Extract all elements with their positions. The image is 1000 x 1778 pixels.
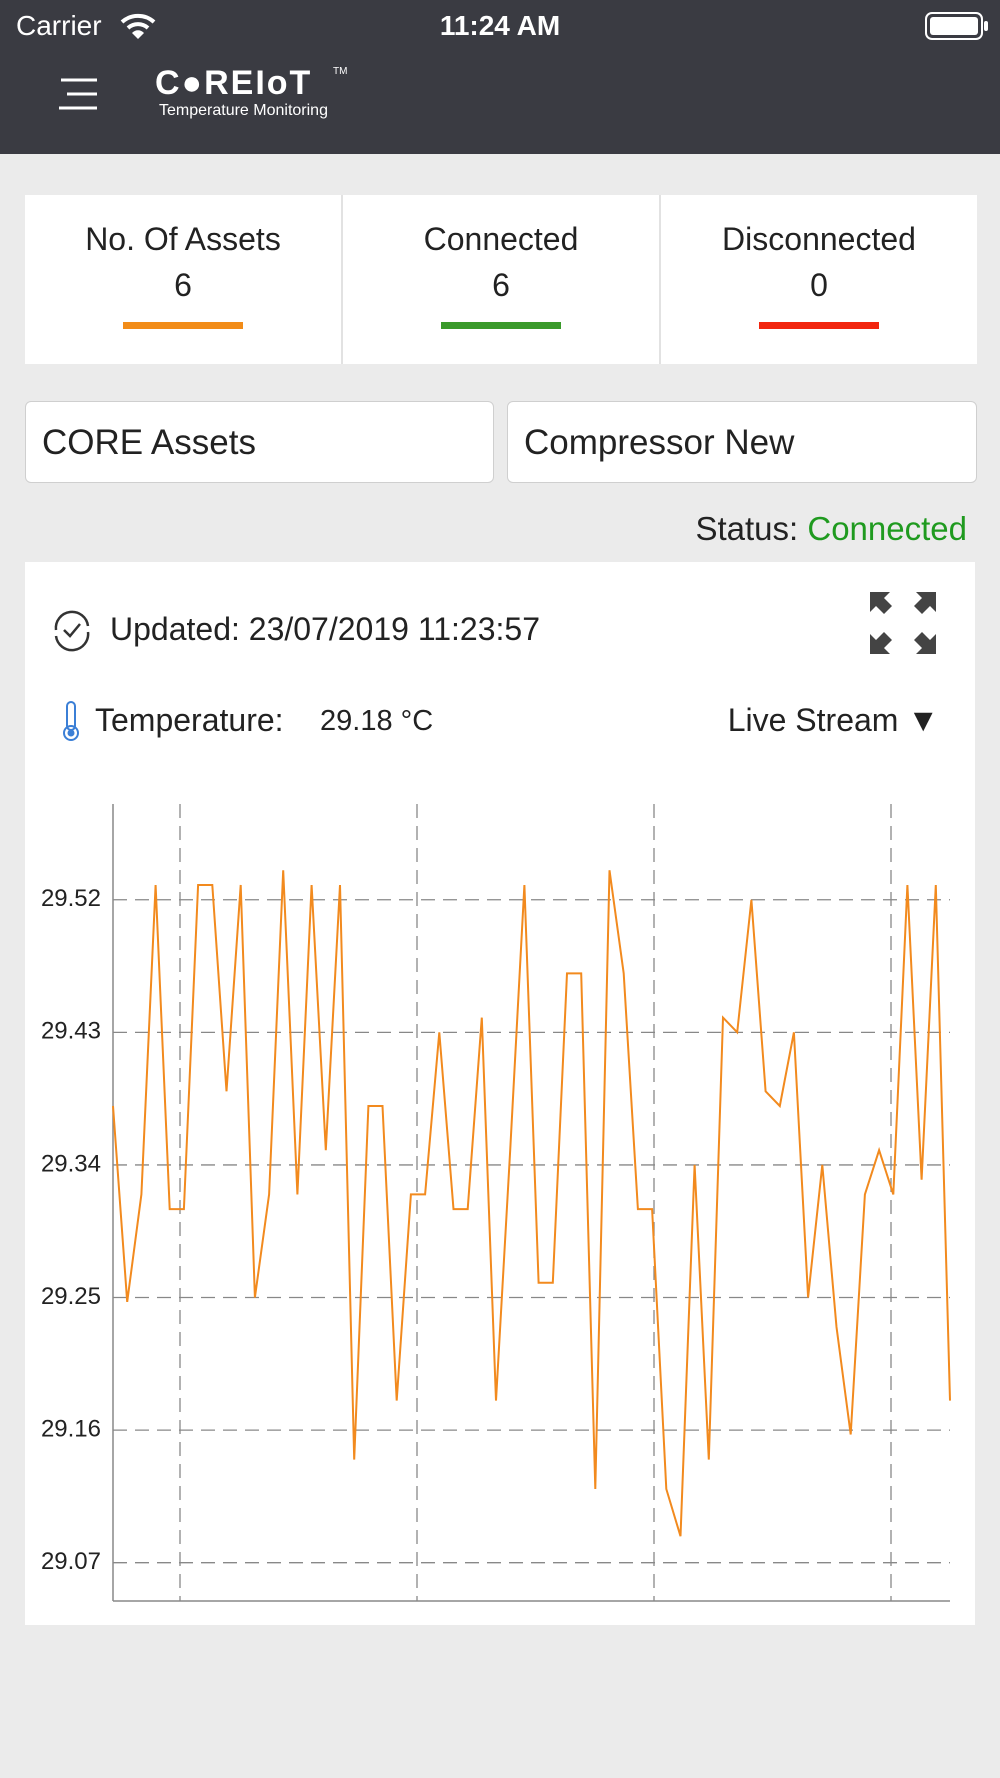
stat-underline bbox=[759, 322, 879, 329]
y-tick-label: 29.43 bbox=[41, 1018, 101, 1045]
y-tick-label: 29.52 bbox=[41, 885, 101, 912]
menu-button[interactable] bbox=[57, 78, 99, 110]
temperature-value: 29.18 °C bbox=[320, 705, 434, 737]
carrier: Carrier bbox=[16, 10, 102, 41]
status: Status: Connected bbox=[695, 510, 967, 548]
asset-group-selector[interactable]: CORE Assets bbox=[25, 401, 494, 483]
trademark: TM bbox=[333, 66, 348, 77]
stat-underline bbox=[123, 322, 243, 329]
stat-value: 0 bbox=[810, 267, 828, 303]
status-value: Connected bbox=[807, 510, 967, 547]
stat-label: Connected bbox=[423, 221, 579, 257]
temperature-label: Temperature: bbox=[95, 702, 284, 738]
thermometer-icon bbox=[63, 701, 79, 741]
y-tick-label: 29.07 bbox=[41, 1548, 101, 1575]
data-line bbox=[112, 870, 951, 1537]
stat-value: 6 bbox=[492, 267, 510, 303]
logo-subtitle: Temperature Monitoring bbox=[159, 102, 328, 119]
sync-icon bbox=[54, 610, 90, 652]
logo: C●REIoT bbox=[155, 64, 313, 102]
asset-selector[interactable]: Compressor New bbox=[507, 401, 977, 483]
y-tick-label: 29.16 bbox=[41, 1415, 101, 1442]
chart: 29.07 29.16 29.25 29.34 29.43 29.52 bbox=[41, 804, 951, 1602]
status-label: Status: bbox=[695, 510, 799, 547]
stat-underline bbox=[441, 322, 561, 329]
wifi-icon bbox=[120, 13, 156, 39]
header: Carrier 11:24 AM C●REIoT TM Temperature … bbox=[0, 0, 1000, 154]
stat-label: No. Of Assets bbox=[85, 221, 281, 257]
stat-card: Disconnected 0 bbox=[661, 195, 977, 364]
y-tick-label: 29.25 bbox=[41, 1283, 101, 1310]
stat-card: No. Of Assets 6 bbox=[25, 195, 341, 364]
y-tick-label: 29.34 bbox=[41, 1150, 101, 1177]
clock: 11:24 AM bbox=[439, 10, 561, 41]
battery-icon bbox=[925, 12, 988, 40]
stream-selector[interactable]: Live Stream ▼ bbox=[727, 702, 939, 738]
updated-time: Updated: 23/07/2019 11:23:57 bbox=[110, 611, 540, 647]
expand-button[interactable] bbox=[868, 590, 938, 656]
chart-panel bbox=[25, 562, 975, 1625]
stat-card: Connected 6 bbox=[343, 195, 659, 364]
stat-value: 6 bbox=[174, 267, 192, 303]
stat-label: Disconnected bbox=[722, 221, 916, 257]
